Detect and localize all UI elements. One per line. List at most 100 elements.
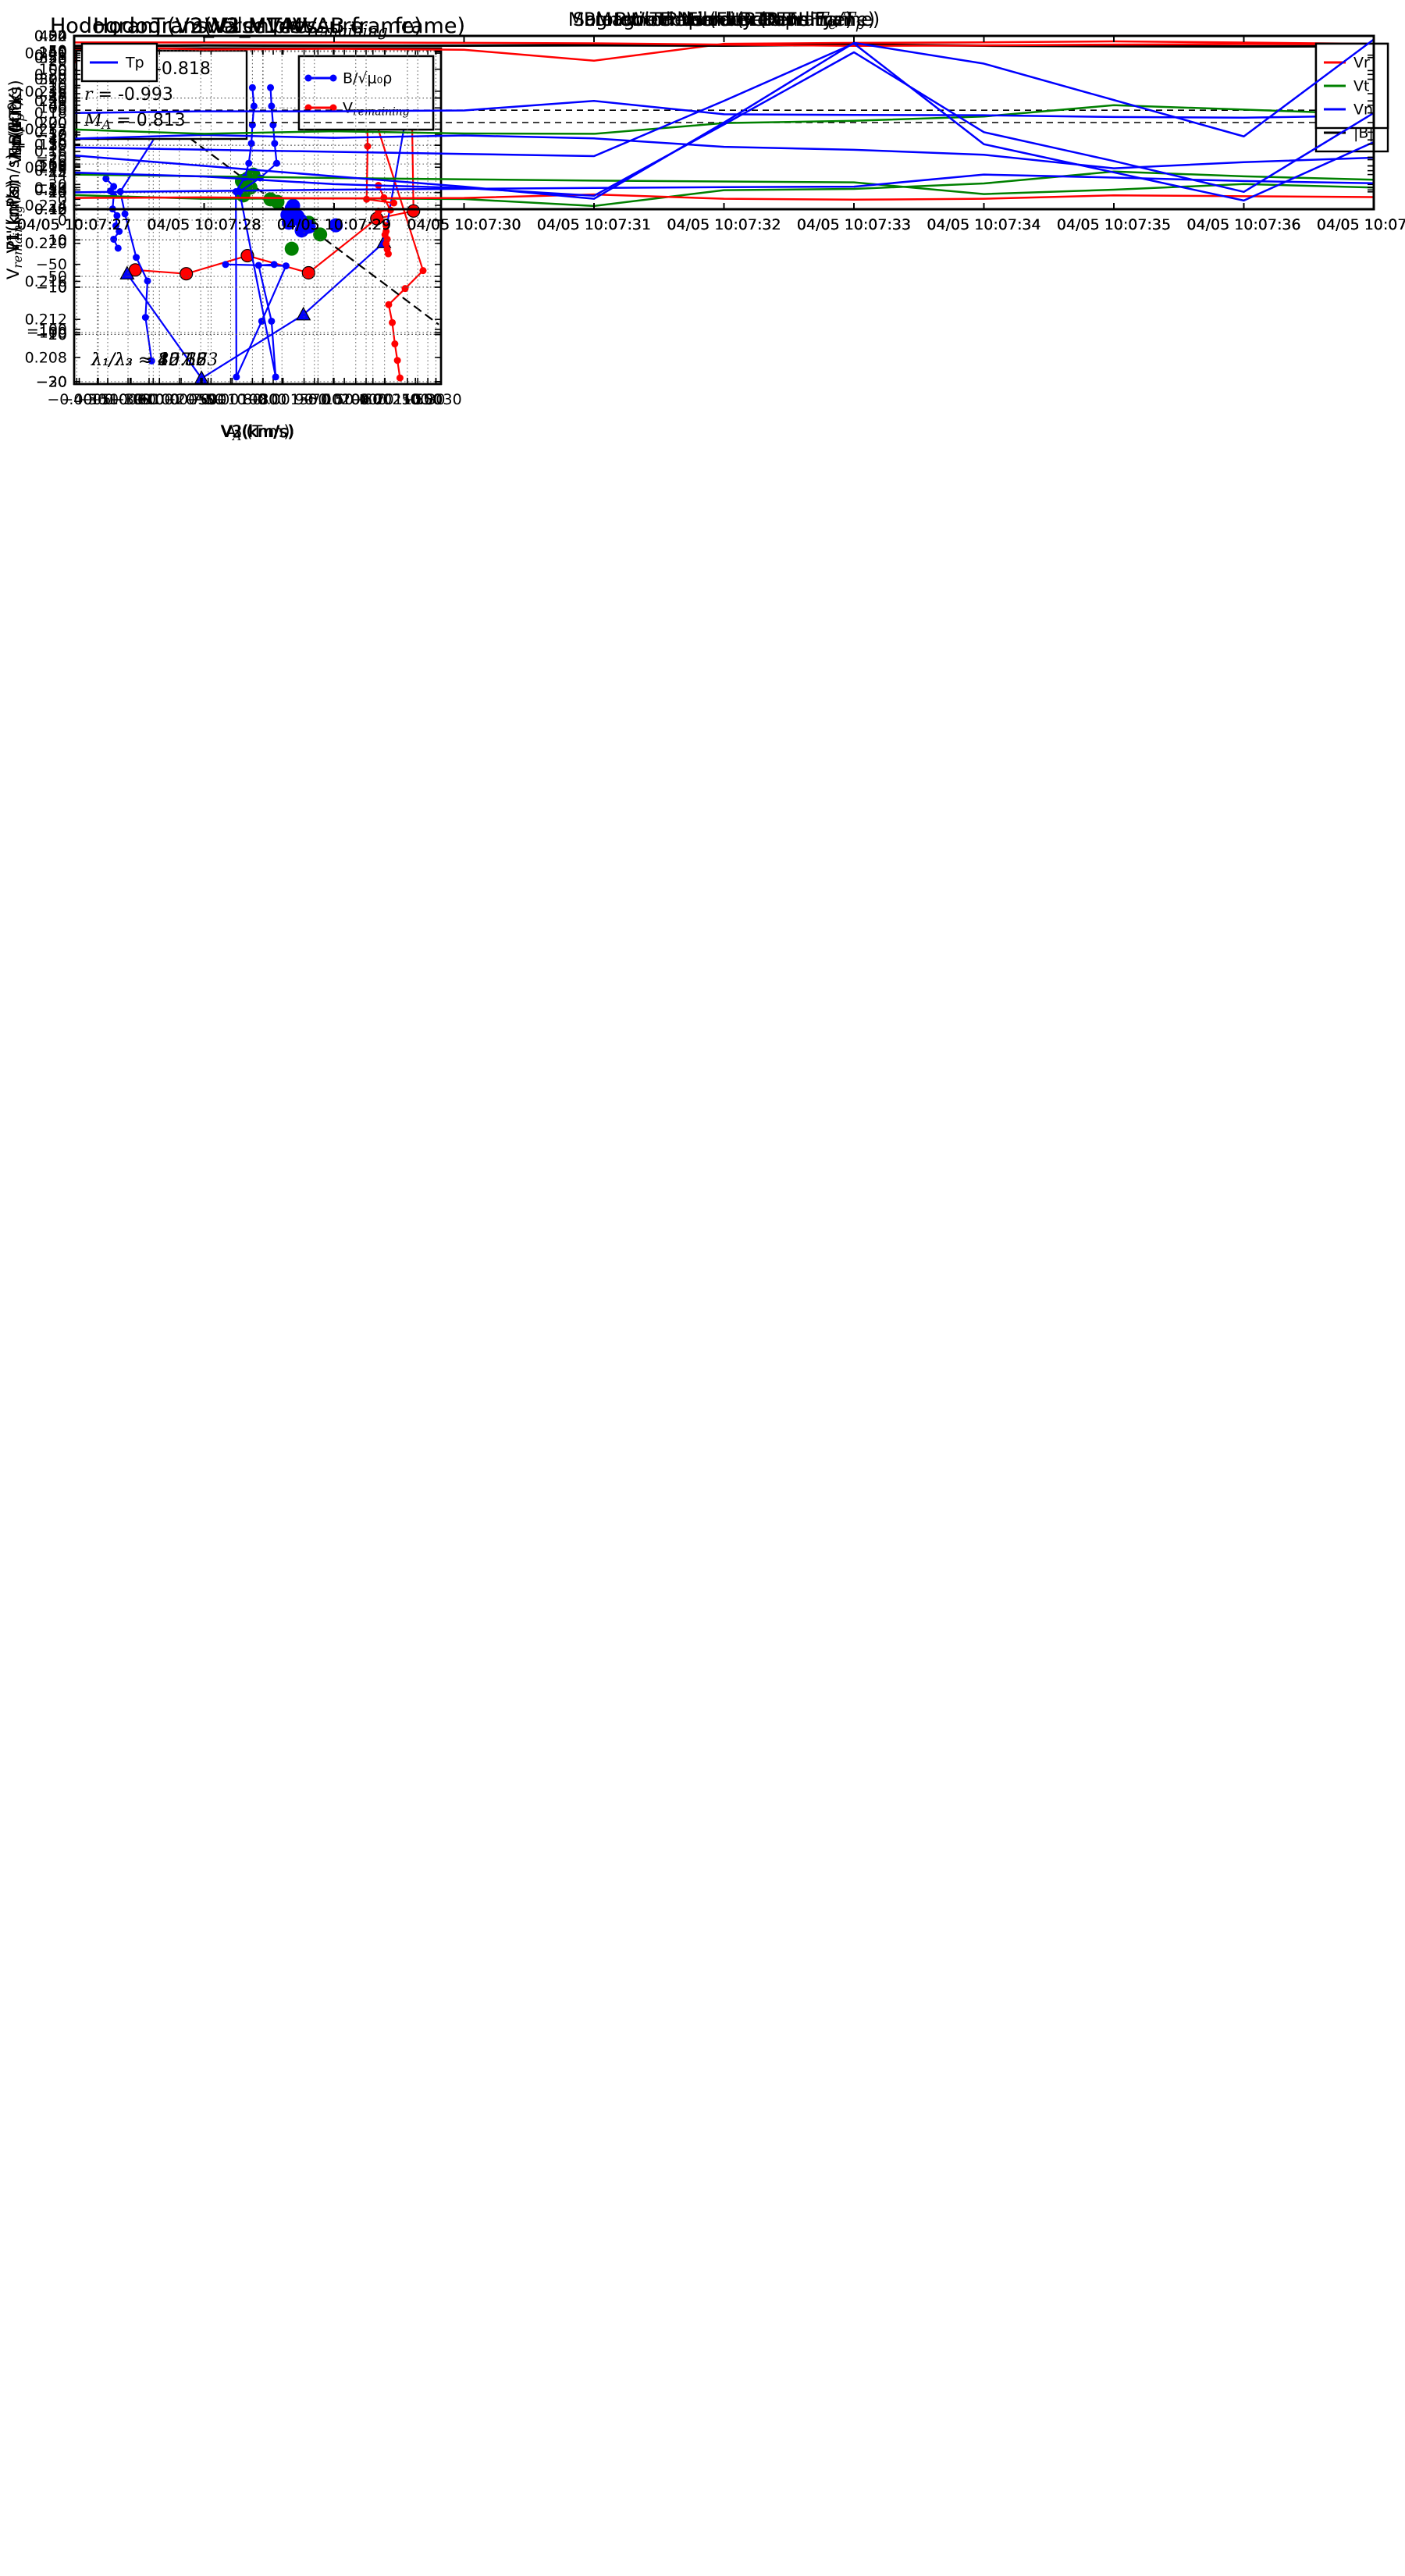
svg-text:Hodogram(V3_V1 MVAB frame): Hodogram(V3_V1 MVAB frame) — [93, 14, 422, 38]
svg-text:0.20: 0.20 — [34, 115, 67, 132]
svg-text:0.240: 0.240 — [25, 45, 67, 62]
svg-text:04/05 10:07:28: 04/05 10:07:28 — [147, 216, 261, 233]
svg-text:0.17: 0.17 — [34, 124, 67, 141]
svg-text:0.0030: 0.0030 — [410, 391, 461, 408]
svg-text:10: 10 — [48, 184, 67, 201]
svg-text:70: 70 — [191, 391, 210, 408]
svg-text:04/05 10:07:27: 04/05 10:07:27 — [17, 216, 131, 233]
svg-text:04/05 10:07:27: 04/05 10:07:27 — [17, 216, 131, 233]
svg-text:30: 30 — [48, 137, 67, 155]
svg-text:0: 0 — [58, 279, 67, 296]
svg-text:0.232: 0.232 — [25, 121, 67, 138]
svg-text:46: 46 — [48, 132, 67, 149]
svg-text:−30: −30 — [36, 373, 67, 390]
svg-text:0.0020: 0.0020 — [308, 391, 360, 408]
svg-text:250: 250 — [39, 93, 67, 110]
svg-text:52: 52 — [48, 28, 67, 45]
svg-text:0: 0 — [258, 391, 268, 408]
svg-text:−40: −40 — [36, 201, 67, 219]
svg-text:V2(km/s): V2(km/s) — [221, 422, 295, 441]
svg-text:−50: −50 — [187, 391, 218, 408]
svg-text:B(nT): B(nT) — [6, 101, 25, 145]
svg-text:100: 100 — [401, 391, 429, 408]
svg-text:0.18: 0.18 — [34, 105, 67, 122]
c11-svg: 04/05 10:07:27 04/05 10:07:28 04/05 10:07:… — [6, 9, 1405, 233]
svg-text:04/05 10:07:27: 04/05 10:07:27 — [17, 216, 131, 233]
svg-text:0.216: 0.216 — [25, 273, 67, 290]
svg-text:0: 0 — [58, 201, 67, 219]
svg-text:−10: −10 — [36, 126, 67, 144]
svg-text:−10: −10 — [215, 391, 246, 408]
svg-text:20: 20 — [48, 184, 67, 201]
svg-text:04/05 10:07:32: 04/05 10:07:32 — [667, 216, 781, 233]
svg-text:Tp(106K): Tp(106K) — [5, 87, 25, 160]
svg-text:λ₁/λ₂ ≈ 42.32: λ₁/λ₂ ≈ 42.32 — [91, 350, 207, 370]
svg-text:20: 20 — [48, 52, 67, 69]
svg-text:04/05 10:07:35: 04/05 10:07:35 — [1057, 216, 1171, 233]
svg-text:0.16: 0.16 — [34, 201, 67, 219]
svg-text:20: 20 — [48, 137, 67, 155]
svg-text:−0.0005: −0.0005 — [47, 391, 111, 408]
svg-text:Np(#/cc): Np(#/cc) — [6, 86, 25, 158]
svg-text:50: 50 — [48, 156, 67, 173]
svg-text:0.20: 0.20 — [34, 66, 67, 84]
svg-text:0.224: 0.224 — [25, 197, 67, 214]
svg-text:04/05 10:07:31: 04/05 10:07:31 — [537, 216, 651, 233]
svg-text:−20: −20 — [36, 151, 67, 169]
svg-text:04/05 10:07:33: 04/05 10:07:33 — [797, 216, 911, 233]
svg-text:Magnetic Field (Flux Rope Fram: Magnetic Field (Flux Rope Frame) — [568, 9, 880, 30]
svg-text:04/05 10:07:32: 04/05 10:07:32 — [667, 216, 781, 233]
svg-text:04/05 10:07:35: 04/05 10:07:35 — [1057, 216, 1171, 233]
svg-text:04/05 10:07:30: 04/05 10:07:30 — [407, 216, 521, 233]
svg-text:40: 40 — [48, 90, 67, 107]
svg-text:100: 100 — [342, 391, 370, 408]
svg-text:04/05 10:07:37: 04/05 10:07:37 — [1317, 216, 1405, 233]
svg-text:04/05 10:07:28: 04/05 10:07:28 — [147, 216, 261, 233]
svg-text:04/05 10:07:31: 04/05 10:07:31 — [537, 216, 651, 233]
svg-text:04/05 10:07:32: 04/05 10:07:32 — [667, 216, 781, 233]
svg-text:100: 100 — [39, 61, 67, 78]
svg-text:80: 80 — [243, 391, 261, 408]
svg-text:90: 90 — [294, 391, 313, 408]
svg-text:04/05 10:07:32: 04/05 10:07:32 — [667, 216, 781, 233]
svg-text:0.0025: 0.0025 — [359, 391, 411, 408]
svg-text:150: 150 — [39, 44, 67, 61]
svg-text:04/05 10:07:34: 04/05 10:07:34 — [927, 216, 1040, 233]
svg-text:−50: −50 — [36, 268, 67, 285]
svg-text:Solar Wind Velocity (RTN Frame: Solar Wind Velocity (RTN Frame) — [573, 9, 875, 30]
svg-text:−20: −20 — [164, 391, 195, 408]
svg-text:0.18: 0.18 — [34, 158, 67, 175]
svg-text:r = -0.993: r = -0.993 — [84, 85, 173, 105]
svg-text:0.0010: 0.0010 — [206, 391, 258, 408]
svg-text:04/05 10:07:35: 04/05 10:07:35 — [1057, 216, 1171, 233]
svg-text:04/05 10:07:29: 04/05 10:07:29 — [277, 216, 391, 233]
svg-text:A' (T·m): A' (T·m) — [225, 422, 290, 441]
svg-text:B/√μ₀ρ: B/√μ₀ρ — [343, 70, 392, 87]
svg-text:50: 50 — [48, 126, 67, 144]
svg-text:04/05 10:07:32: 04/05 10:07:32 — [667, 216, 781, 233]
svg-text:04/05 10:07:33: 04/05 10:07:33 — [797, 216, 911, 233]
svg-text:04/05 10:07:30: 04/05 10:07:30 — [407, 216, 521, 233]
svg-text:V1(km/s): V1(km/s) — [4, 180, 23, 254]
svg-text:−100: −100 — [139, 391, 180, 408]
svg-text:04/05 10:07:31: 04/05 10:07:31 — [537, 216, 651, 233]
svg-text:0: 0 — [58, 191, 67, 208]
svg-text:50: 50 — [48, 43, 67, 60]
svg-text:42: 42 — [48, 201, 67, 219]
svg-text:Proton Number Density: Proton Number Density — [614, 9, 833, 30]
svg-text:0.21: 0.21 — [34, 47, 67, 64]
svg-text:04/05 10:07:34: 04/05 10:07:34 — [927, 216, 1040, 233]
svg-text:−100: −100 — [111, 391, 151, 408]
svg-text:50: 50 — [88, 391, 107, 408]
svg-text:0.0005: 0.0005 — [155, 391, 207, 408]
svg-text:−50: −50 — [36, 256, 67, 273]
svg-text:−40: −40 — [61, 391, 92, 408]
svg-text:50: 50 — [335, 391, 354, 408]
svg-text:04/05 10:07:27: 04/05 10:07:27 — [17, 216, 131, 233]
svg-text:04/05 10:07:29: 04/05 10:07:29 — [277, 216, 391, 233]
svg-text:V1(km/s): V1(km/s) — [4, 180, 23, 254]
svg-text:04/05 10:07:31: 04/05 10:07:31 — [537, 216, 651, 233]
svg-text:−10: −10 — [36, 279, 67, 296]
svg-text:Vsw(km/s): Vsw(km/s) — [6, 80, 25, 165]
